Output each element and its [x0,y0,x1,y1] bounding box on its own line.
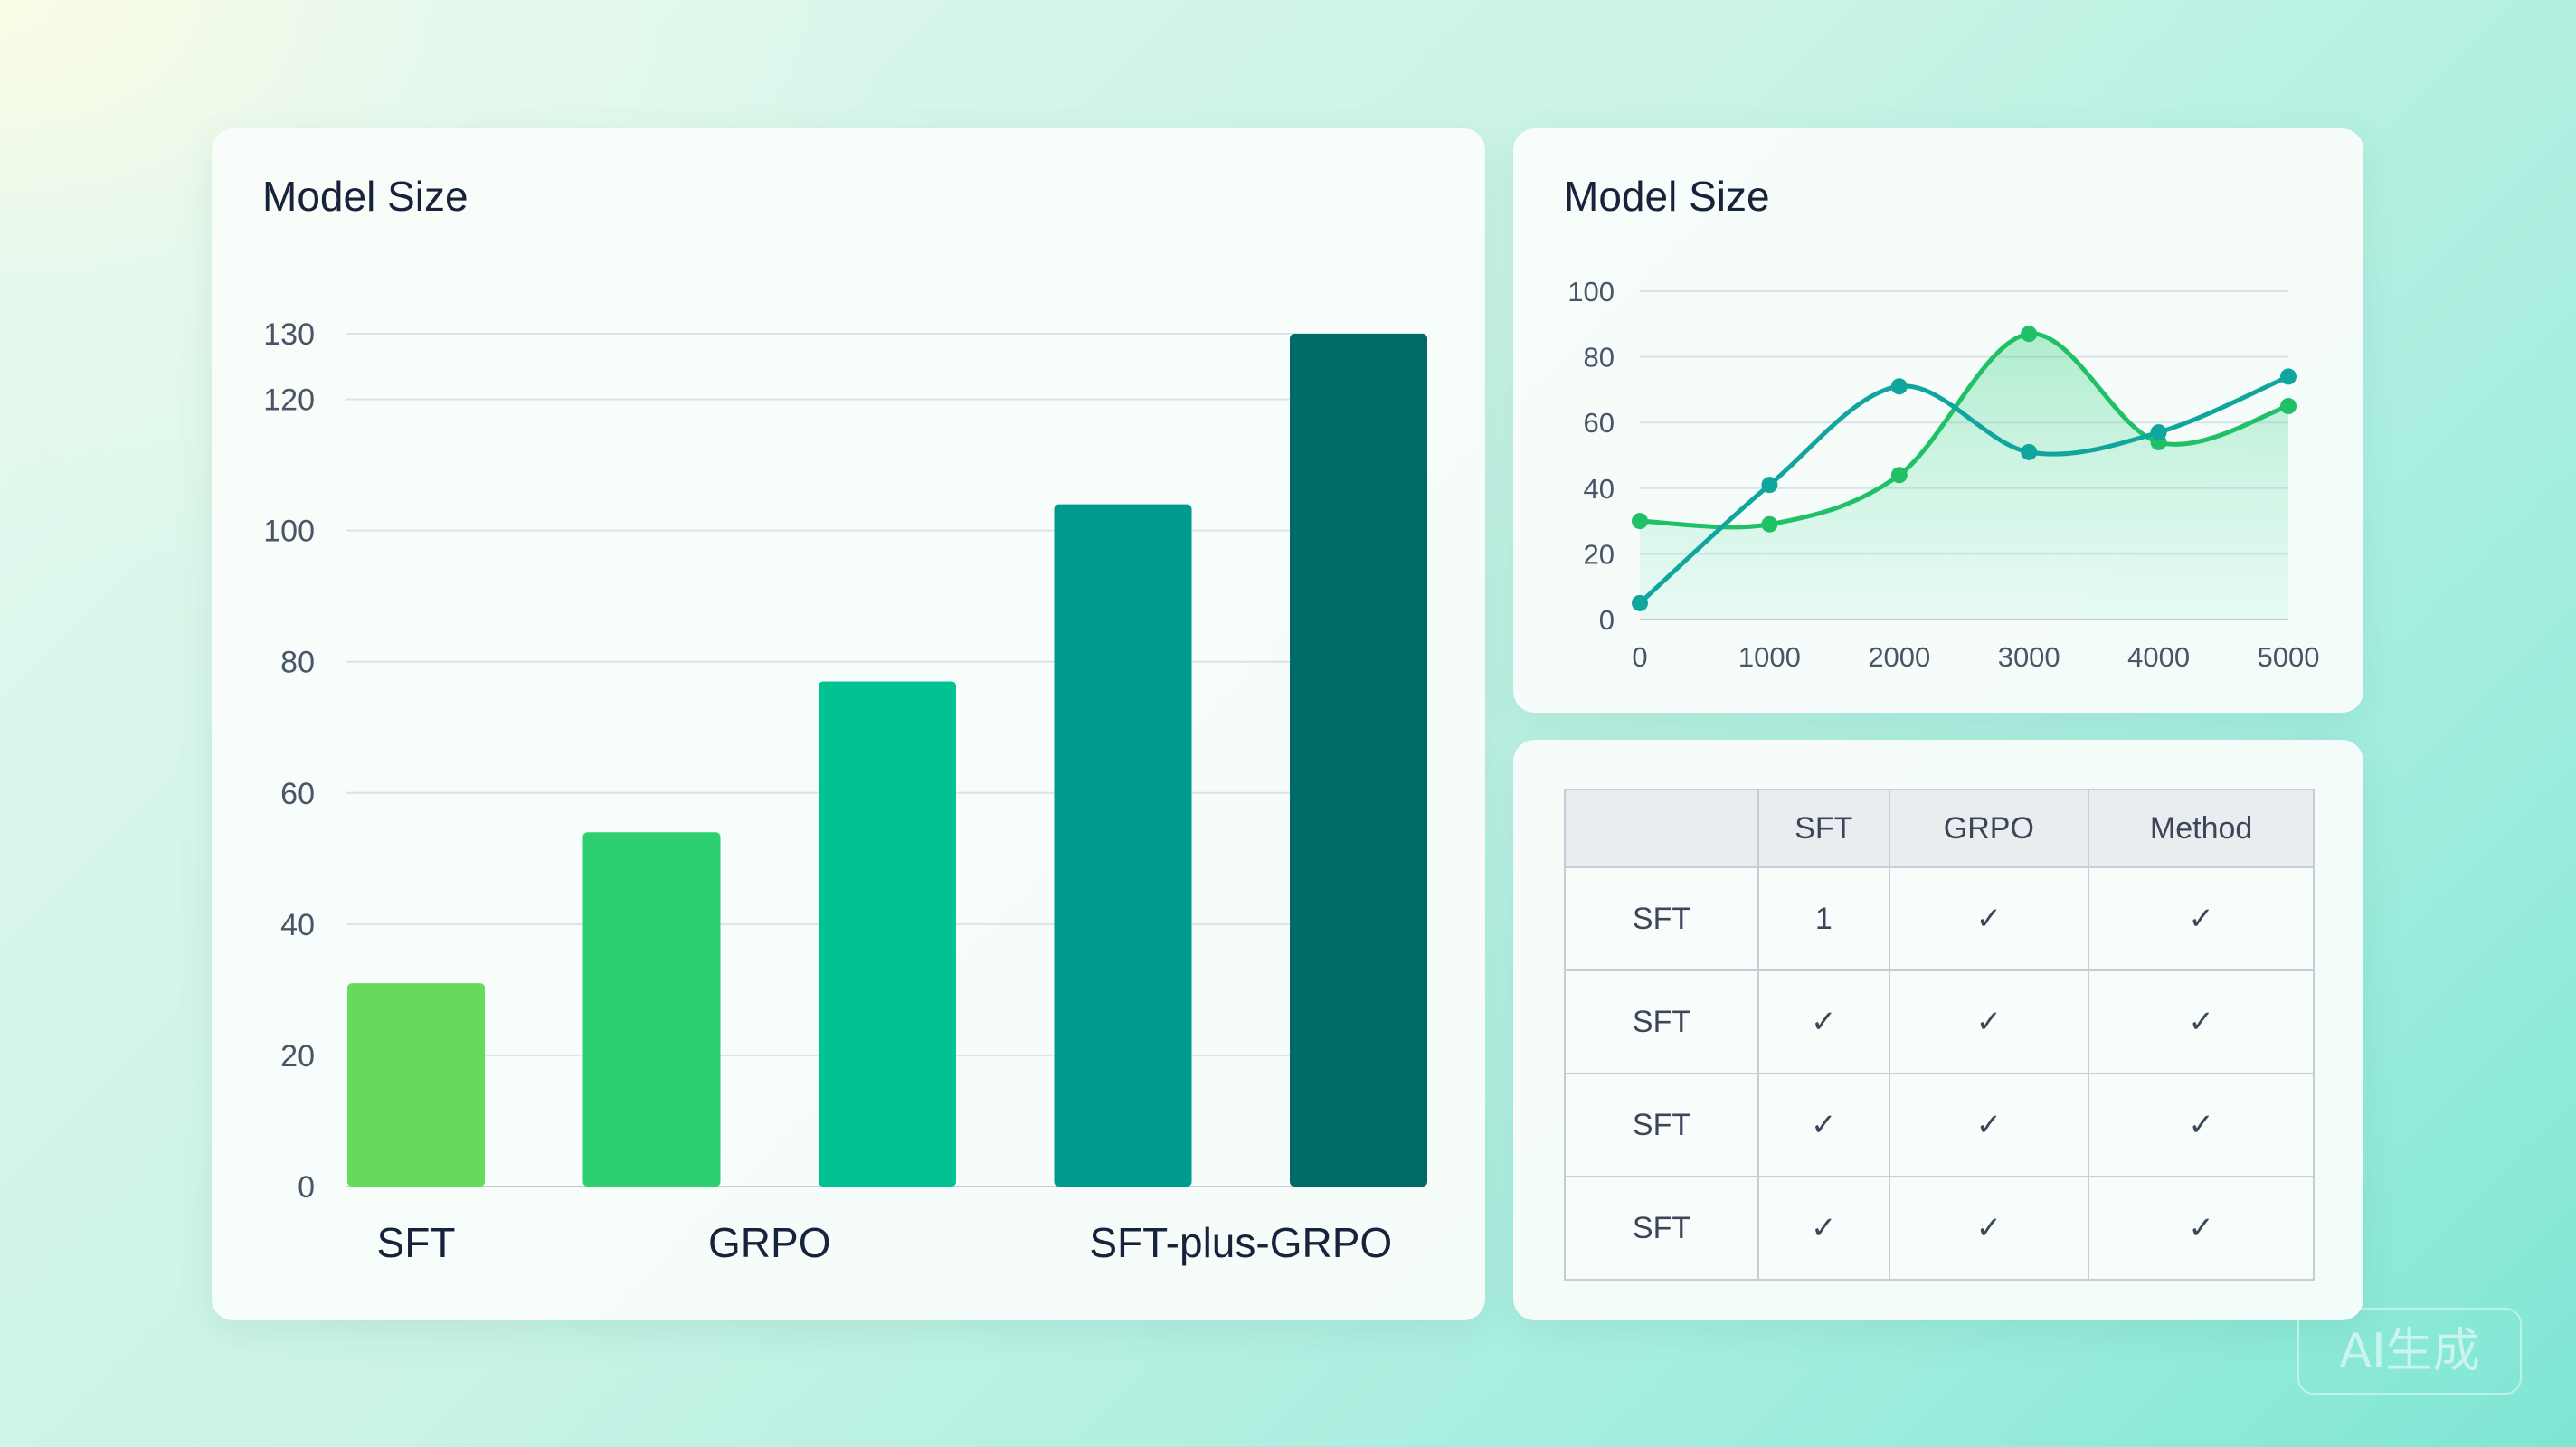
data-point [1890,467,1908,484]
row-label: SFT [1564,969,1759,1074]
header-cell-grpo: GRPO [1888,789,2090,868]
line-chart-title: Model Size [1564,173,1770,220]
table-cell: ✓ [1888,1176,2090,1281]
header-cell-sft: SFT [1757,789,1890,868]
watermark-badge: AI生成 [2297,1308,2522,1395]
x-category-label: SFT-plus-GRPO [1089,1219,1392,1266]
x-tick-label: 1000 [1738,641,1801,673]
y-tick-label: 120 [263,383,315,418]
data-point [1761,515,1778,533]
y-tick-label: 20 [280,1039,315,1073]
x-tick-label: 2000 [1868,641,1930,673]
data-point [2280,368,2297,385]
table-cell: ✓ [2088,1176,2315,1281]
bar [582,832,721,1187]
table-row: SFT 1 ✓ ✓ [1564,866,2315,971]
y-tick-label: 0 [298,1170,315,1205]
series-area [1640,333,2288,619]
data-point [2280,398,2297,415]
table-cell: ✓ [1757,1073,1890,1177]
y-tick-label: 60 [1584,407,1615,439]
row-label: SFT [1564,1176,1759,1281]
x-tick-label: 4000 [2127,641,2190,673]
data-point [2021,443,2038,460]
bar [819,681,956,1187]
header-cell-corner [1564,789,1759,868]
header-cell-method: Method [2088,789,2315,868]
line-chart-card: Model Size 0 20 40 60 80 100 0 1000 2000 3000 4000… [1513,128,2363,713]
table-cell: ✓ [1888,969,2090,1074]
table-cell: ✓ [2088,866,2315,971]
comparison-table: SFT GRPO Method SFT 1 ✓ ✓ SFT ✓ ✓ ✓ SFT … [1564,789,2315,1281]
table-cell: ✓ [1888,1073,2090,1177]
y-tick-label: 80 [280,646,315,680]
x-tick-label: 5000 [2258,641,2320,673]
data-point [1761,477,1778,494]
data-point [1890,378,1908,395]
y-tick-label: 100 [1567,276,1615,307]
table-cell: ✓ [1757,1176,1890,1281]
y-tick-label: 40 [1584,473,1615,505]
x-category-label: GRPO [708,1219,830,1266]
y-tick-label: 100 [263,515,315,549]
table-cell: ✓ [1888,866,2090,971]
series-line [1637,374,2291,606]
y-tick-label: 60 [280,777,315,811]
table-row: SFT ✓ ✓ ✓ [1564,969,2315,1074]
table-cell: ✓ [2088,1073,2315,1177]
y-tick-label: 80 [1584,342,1615,374]
y-tick-label: 40 [280,908,315,942]
data-point [1632,513,1648,530]
table-card: SFT GRPO Method SFT 1 ✓ ✓ SFT ✓ ✓ ✓ SFT … [1513,740,2363,1320]
row-label: SFT [1564,866,1759,971]
table-cell: ✓ [2088,969,2315,1074]
bar-chart-title: Model Size [262,173,469,220]
y-tick-label: 130 [263,317,315,352]
data-point [1632,594,1648,611]
bar [1290,334,1427,1187]
x-category-label: SFT [377,1219,456,1266]
bar [1054,504,1192,1187]
table-cell: 1 [1757,866,1890,971]
table-cell: ✓ [1757,969,1890,1074]
data-point [2021,326,2038,343]
bar [347,983,485,1187]
bar-chart-card: Model Size 0 20 40 60 80 100 120 130 SFT GRPO SFT-… [212,128,1485,1320]
table-row: SFT ✓ ✓ ✓ [1564,1176,2315,1281]
y-tick-label: 20 [1584,538,1615,570]
y-tick-label: 0 [1599,604,1615,636]
data-point [2150,424,2167,441]
row-label: SFT [1564,1073,1759,1177]
table-header-row: SFT GRPO Method [1564,789,2315,868]
x-tick-label: 3000 [1998,641,2060,673]
table-row: SFT ✓ ✓ ✓ [1564,1073,2315,1177]
bar-chart: 0 20 40 60 80 100 120 130 SFT GRPO SFT-plus-GRPO [263,317,1427,1266]
x-tick-label: 0 [1632,641,1647,673]
